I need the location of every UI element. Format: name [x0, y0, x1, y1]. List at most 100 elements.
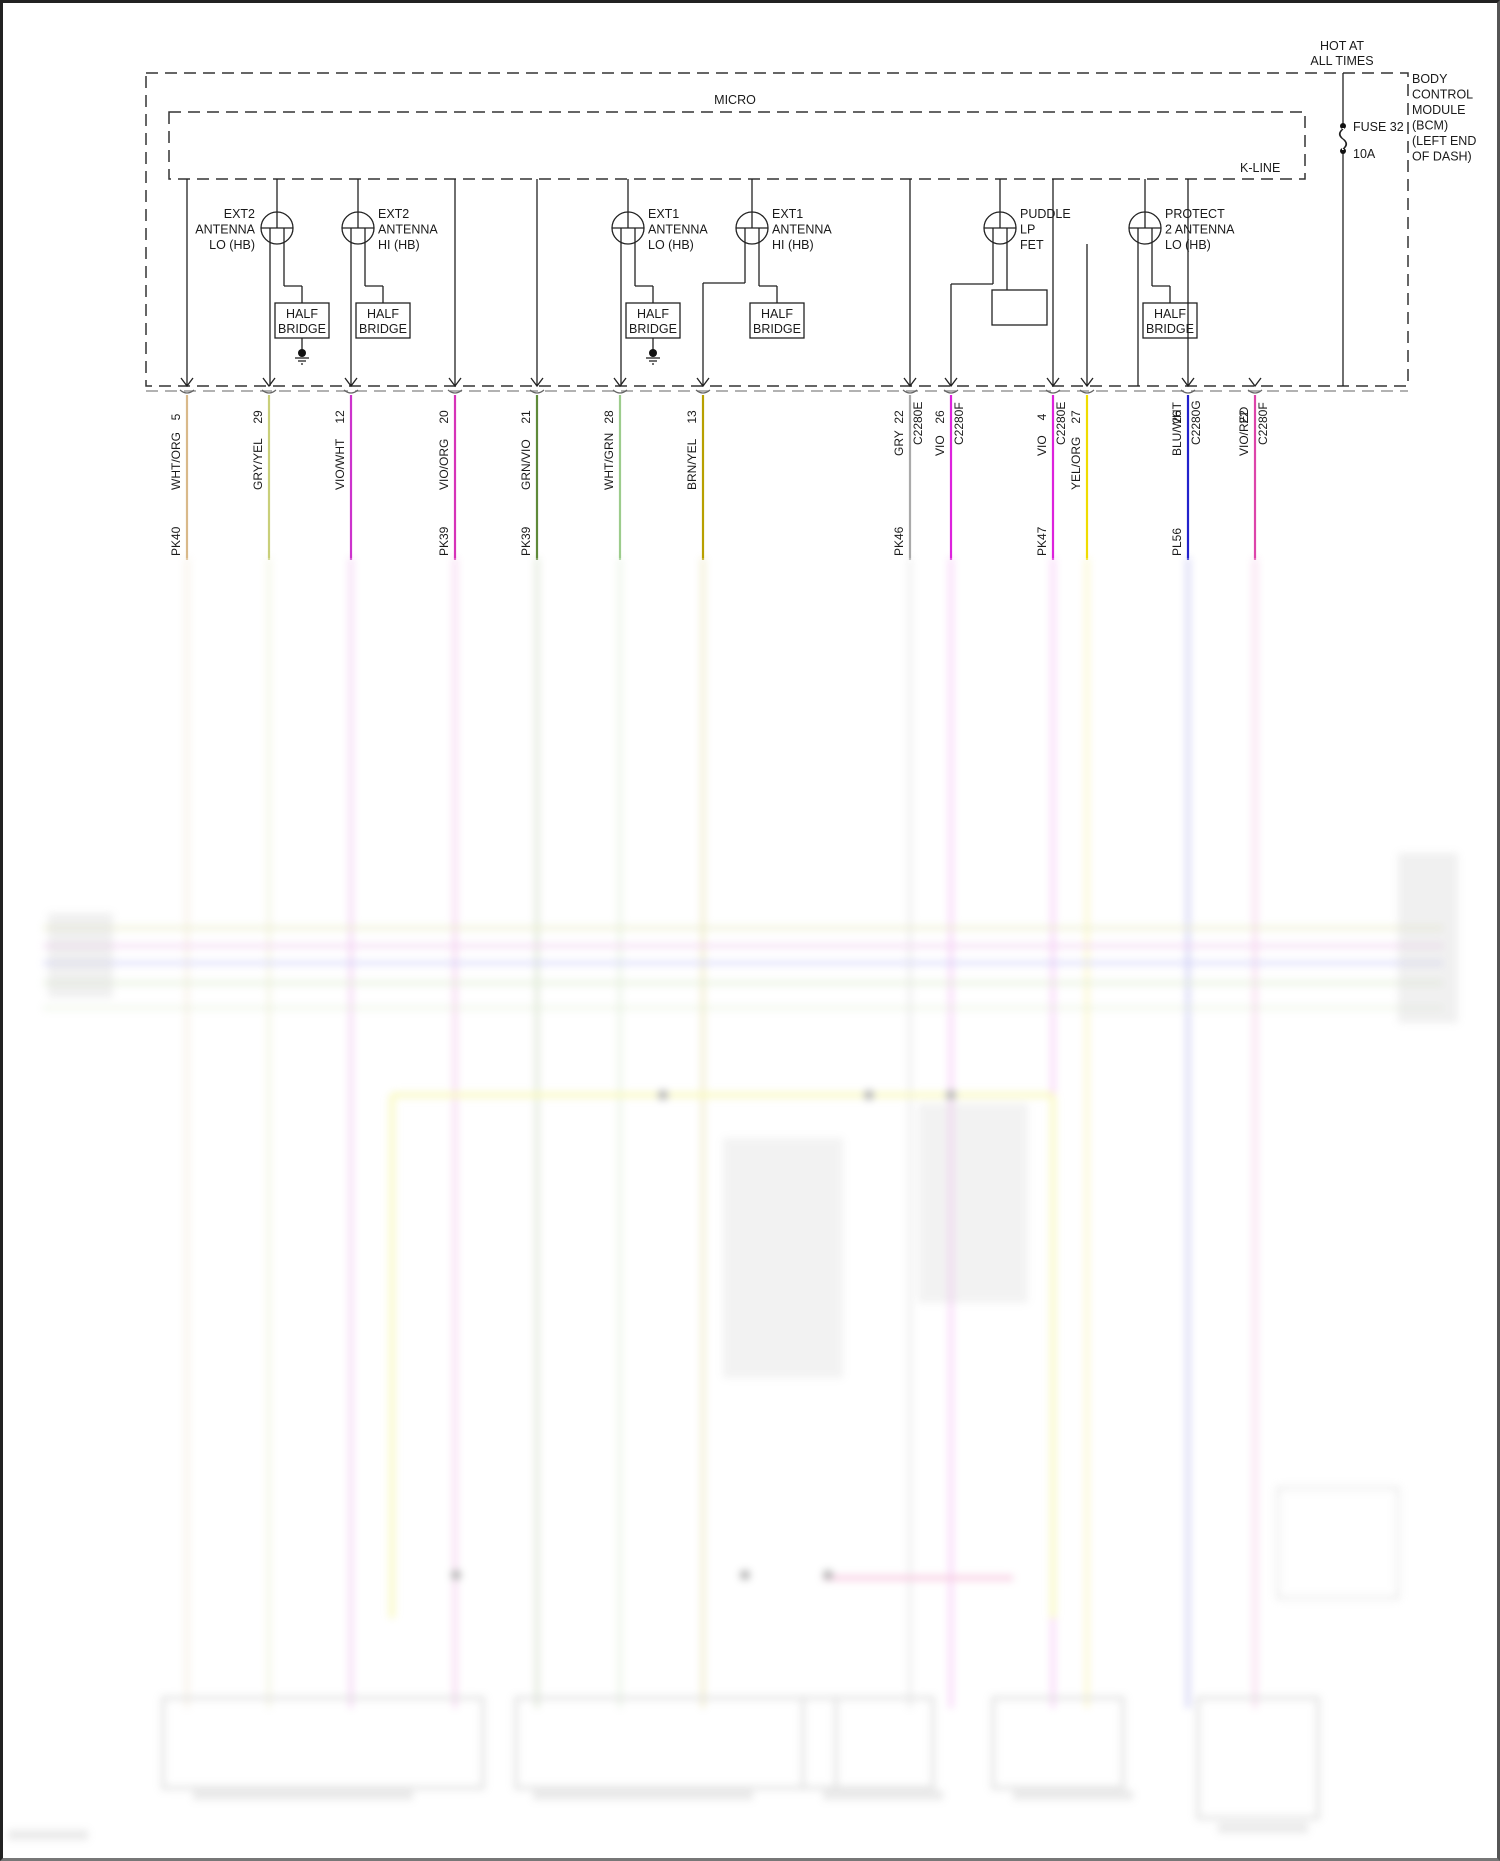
connector-cavity-icon [179, 389, 195, 394]
pin-arrow-icon [180, 377, 194, 388]
component-label: ANTENNA [195, 223, 255, 237]
module-name-label: (BCM) [1412, 119, 1448, 133]
connector-id: C2280E [911, 402, 925, 445]
pin-number: 22 [1237, 410, 1251, 424]
wire-color-label: WHT/GRN [602, 433, 616, 490]
pin-arrow-icon [1248, 377, 1262, 388]
half-bridge-label: BRIDGE [359, 322, 407, 336]
half-bridge-label: HALF [637, 307, 669, 321]
pin-number: 26 [1170, 410, 1184, 424]
connector-cavity-icon [1079, 389, 1095, 394]
wire-pin-28-wht-grn[interactable]: 28 WHT/GRN [602, 244, 628, 560]
connector-id: C2280G [1189, 400, 1203, 445]
pin-arrow-icon [1181, 377, 1195, 388]
component-label: EXT2 [378, 207, 409, 221]
pin-number: 5 [169, 413, 183, 420]
component-label: LO (HB) [648, 238, 694, 252]
obscured-diagram-region [3, 558, 1497, 1858]
bcm-module-box [145, 72, 1409, 387]
component-label: EXT1 [772, 207, 803, 221]
connector-cavity-icon [529, 389, 545, 394]
connector-id: C2280E [1054, 402, 1068, 445]
module-name-label: (LEFT END [1412, 134, 1476, 148]
pin-number: 22 [892, 410, 906, 424]
half-bridge-label: HALF [367, 307, 399, 321]
connector-cavity-icon [902, 389, 918, 394]
power-source-label: ALL TIMES [1310, 54, 1373, 68]
pin-number: 12 [333, 410, 347, 424]
half-bridge-label: BRIDGE [278, 322, 326, 336]
half-bridge-block [355, 302, 411, 339]
pin-arrow-icon [448, 377, 462, 388]
half-bridge-block [274, 302, 330, 339]
wire-color-label: VIO [933, 435, 947, 456]
wire-pin-29-gry-yel[interactable]: 29 GRY/YEL [251, 244, 277, 560]
wire-pin-21-grn-vio[interactable]: 21 GRN/VIO PK39 [519, 179, 545, 560]
splice-id: PK39 [519, 526, 533, 556]
pin-arrow-icon [613, 377, 627, 388]
half-bridge-label: BRIDGE [629, 322, 677, 336]
connector-cavity-icon [695, 389, 711, 394]
wire-color-label: GRY [892, 430, 906, 456]
pin-arrow-icon [1046, 377, 1060, 388]
pin-number: 13 [685, 410, 699, 424]
wire-color-label: BLU/WHT [1170, 401, 1184, 456]
ground-node [298, 349, 306, 357]
module-name-label: BODY [1412, 72, 1448, 86]
wire-pin-12-vio-wht[interactable]: 12 VIO/WHT [333, 244, 359, 560]
pin-number: 29 [251, 410, 265, 424]
splice-id: PK39 [437, 526, 451, 556]
connector-cavity-icon [1247, 389, 1263, 394]
pin-number: 4 [1035, 413, 1049, 420]
micro-box [168, 111, 1306, 180]
pin-number: 27 [1069, 410, 1083, 424]
half-bridge-label: BRIDGE [753, 322, 801, 336]
component-label: HI (HB) [378, 238, 420, 252]
wire-pin-5-wht-org[interactable]: 5 WHT/ORG PK40 [169, 179, 195, 560]
wire-pin-26-vio[interactable]: 26 VIO C2280F [933, 244, 994, 560]
blur-overlay [3, 558, 1497, 1858]
wire-pin-13-brn-yel[interactable]: 13 BRN/YEL [685, 244, 746, 560]
component-label: ANTENNA [648, 223, 708, 237]
wire-pin-20-vio-org[interactable]: 20 VIO/ORG PK39 [437, 179, 463, 560]
pin-arrow-icon [530, 377, 544, 388]
pin-arrow-icon [944, 377, 958, 388]
pin-arrow-icon [696, 377, 710, 388]
wire-color-label: WHT/ORG [169, 432, 183, 490]
component-label: LP [1020, 223, 1035, 237]
wire-pin-27-yel-org[interactable]: 27 YEL/ORG [1069, 244, 1139, 560]
module-name-label: MODULE [1412, 103, 1465, 117]
fuse-label: FUSE 32 [1353, 120, 1404, 134]
micro-label: MICRO [714, 93, 756, 107]
component-label: PROTECT [1165, 207, 1225, 221]
component-label: HI (HB) [772, 238, 814, 252]
connector-cavity-icon [612, 389, 628, 394]
wire-pin-4-vio[interactable]: 4 VIO C2280E PK47 [1035, 179, 1068, 560]
pin-arrow-icon [344, 377, 358, 388]
connector-cavity-icon [1180, 389, 1196, 394]
pin-number: 26 [933, 410, 947, 424]
kline-label: K-LINE [1240, 161, 1280, 175]
wire-color-label: YEL/ORG [1069, 437, 1083, 490]
pin-number: 28 [602, 410, 616, 424]
pin-arrow-icon [262, 377, 276, 388]
splice-id: PL56 [1170, 528, 1184, 556]
wire-color-label: VIO/WHT [333, 438, 347, 490]
component-label: LO (HB) [209, 238, 255, 252]
power-source-label: HOT AT [1320, 39, 1364, 53]
half-bridge-label: HALF [1154, 307, 1186, 321]
component-label: PUDDLE [1020, 207, 1071, 221]
wire-pin-22-gry[interactable]: 22 GRY C2280E PK46 [892, 179, 925, 560]
wire-color-label: BRN/YEL [685, 438, 699, 490]
connector-cavity-icon [447, 389, 463, 394]
module-name-label: OF DASH) [1412, 150, 1472, 164]
connector-cavity-icon [261, 389, 277, 394]
wire-color-label: VIO/ORG [437, 439, 451, 490]
